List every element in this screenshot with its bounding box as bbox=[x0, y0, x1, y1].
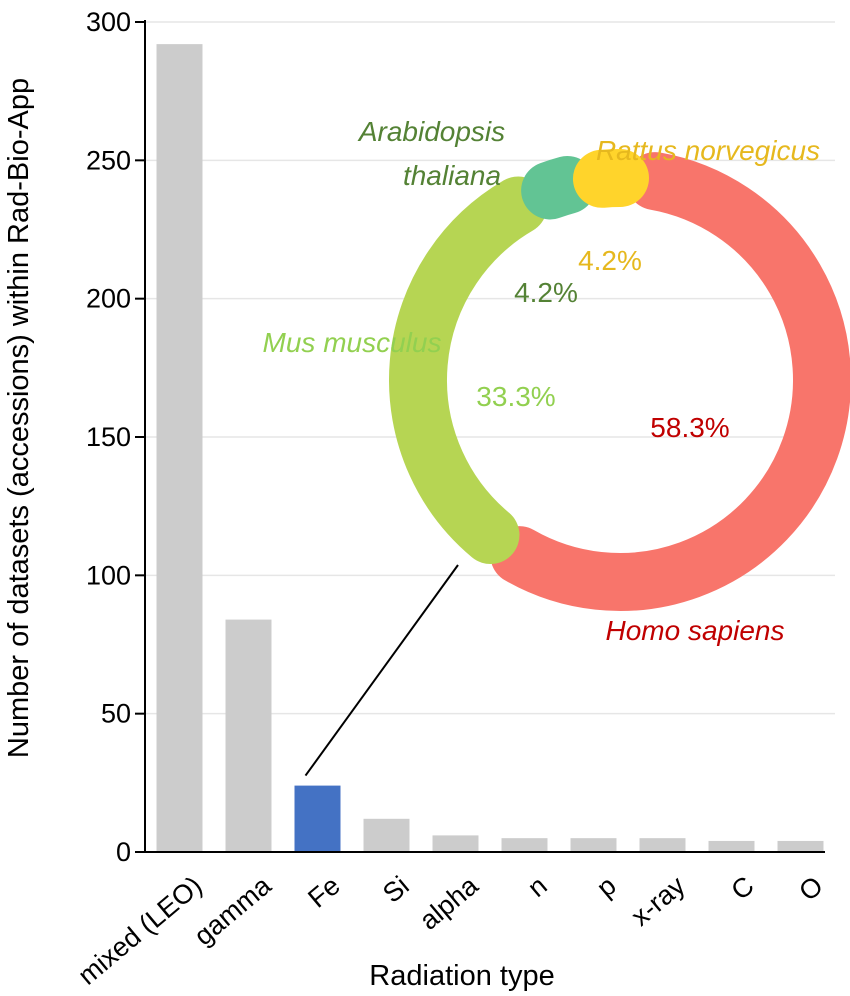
y-tick-label: 300 bbox=[86, 7, 131, 37]
y-tick-label: 100 bbox=[86, 560, 131, 590]
x-tick-label-si: Si bbox=[377, 870, 415, 908]
y-axis-title: Number of datasets (accessions) within R… bbox=[3, 78, 35, 758]
x-tick-label-o: O bbox=[793, 870, 828, 906]
connector-line bbox=[304, 564, 459, 777]
bar-alpha bbox=[432, 835, 479, 852]
bar-p bbox=[570, 838, 617, 852]
bar-gamma bbox=[225, 619, 272, 852]
x-axis-title: Radiation type bbox=[369, 960, 554, 992]
donut-label-arabidopsis-thaliana: Arabidopsis bbox=[357, 116, 505, 147]
donut-label-arabidopsis-thaliana: thaliana bbox=[403, 160, 501, 191]
donut-value-homo-sapiens: 58.3% bbox=[650, 412, 729, 443]
x-tick-label-fe: Fe bbox=[302, 870, 345, 913]
donut-value-arabidopsis-thaliana: 4.2% bbox=[514, 277, 578, 308]
x-tick-label-x-ray: x-ray bbox=[625, 870, 691, 932]
y-tick-labels: 0 50 100 150 200 250 300 bbox=[86, 7, 131, 867]
bar-c bbox=[708, 840, 755, 852]
y-tick-label: 250 bbox=[86, 145, 131, 175]
bar-fe bbox=[294, 785, 341, 852]
x-tick-label-p: p bbox=[591, 870, 622, 903]
donut-label-homo-sapiens: Homo sapiens bbox=[606, 615, 785, 646]
x-tick-label-c: C bbox=[725, 870, 759, 906]
y-tick-label: 50 bbox=[101, 699, 131, 729]
donut-slice-rattus-norvegicus bbox=[572, 149, 649, 208]
x-tick-label-alpha: alpha bbox=[414, 870, 485, 936]
donut-slice-mus-musculus bbox=[389, 176, 548, 565]
x-tick-label-n: n bbox=[522, 870, 553, 903]
y-tick-label: 200 bbox=[86, 284, 131, 314]
donut-slice-homo-sapiens bbox=[490, 152, 850, 611]
detail-connector bbox=[304, 564, 459, 777]
y-tick-label: 150 bbox=[86, 422, 131, 452]
donut-value-rattus-norvegicus: 4.2% bbox=[578, 245, 642, 276]
donut-slice-arabidopsis-thaliana bbox=[521, 155, 597, 220]
bar-si bbox=[363, 818, 410, 852]
x-tick-label-gamma: gamma bbox=[188, 870, 277, 951]
bar-o bbox=[777, 840, 824, 852]
donut-value-mus-musculus: 33.3% bbox=[476, 381, 555, 412]
donut-labels: Homo sapiens 58.3% Mus musculus 33.3% Arabid… bbox=[263, 116, 821, 646]
x-tick-label-mixed-leo: mixed (LEO) bbox=[72, 870, 207, 990]
bar-x-ray bbox=[639, 838, 686, 852]
y-tick-label: 0 bbox=[116, 837, 131, 867]
donut-chart bbox=[389, 149, 850, 611]
axes bbox=[135, 20, 825, 853]
donut-label-mus-musculus: Mus musculus bbox=[263, 327, 442, 358]
bar-series bbox=[156, 44, 824, 852]
gridlines bbox=[145, 21, 835, 715]
bar-n bbox=[501, 838, 548, 852]
bar-mixed-leo bbox=[156, 44, 203, 852]
donut-label-rattus-norvegicus: Rattus norvegicus bbox=[596, 135, 820, 166]
